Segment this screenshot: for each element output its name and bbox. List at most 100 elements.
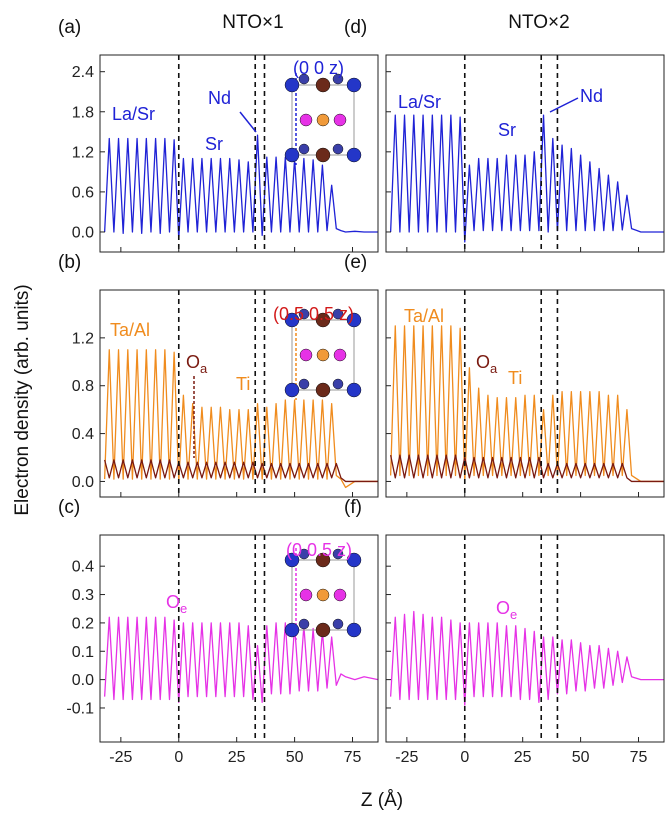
plot-area bbox=[389, 610, 664, 706]
x-tick-label: 75 bbox=[630, 749, 648, 766]
annotations: La/Sr Nd Sr (0 0 z) Ta/Al Oa Ti (0.5 0.5… bbox=[110, 58, 603, 622]
plot-area bbox=[103, 616, 378, 703]
x-tick-label: 0 bbox=[460, 749, 469, 766]
atom bbox=[315, 312, 331, 328]
panel: (f) -25 0 25 50 75 bbox=[344, 497, 665, 766]
arrow bbox=[239, 111, 257, 133]
data-line bbox=[389, 325, 664, 483]
annotation: Nd bbox=[208, 88, 231, 108]
atom bbox=[332, 548, 344, 560]
annotation: La/Sr bbox=[112, 104, 155, 124]
atom bbox=[346, 312, 362, 328]
x-tick-label: 25 bbox=[228, 749, 246, 766]
atom bbox=[298, 308, 310, 320]
annotation: Ti bbox=[236, 374, 250, 394]
y-tick-label: 0.1 bbox=[72, 644, 94, 661]
column-title: NTO×1 bbox=[222, 12, 283, 33]
data-line bbox=[389, 610, 664, 706]
x-tick-label: 75 bbox=[344, 749, 362, 766]
atom bbox=[333, 113, 347, 127]
panel: (d) NTO×2 bbox=[344, 12, 665, 253]
atom bbox=[332, 618, 344, 630]
annotation: Oa bbox=[476, 352, 498, 376]
y-tick-label: 0.4 bbox=[72, 559, 94, 576]
atom bbox=[298, 378, 310, 390]
atom bbox=[316, 588, 330, 602]
atom bbox=[346, 382, 362, 398]
y-axis-title: Electron density (arb. units) bbox=[12, 284, 33, 515]
annotation: Ta/Al bbox=[110, 320, 150, 340]
y-tick-label: -0.1 bbox=[66, 700, 94, 717]
annotation: Oe bbox=[166, 592, 187, 616]
atom bbox=[298, 73, 310, 85]
annotation: Oe bbox=[496, 598, 517, 622]
atom bbox=[346, 552, 362, 568]
annotation-subscript: e bbox=[510, 607, 517, 622]
data-line bbox=[103, 616, 378, 703]
atom bbox=[315, 77, 331, 93]
annotation: Ti bbox=[508, 368, 522, 388]
panel-label: (d) bbox=[344, 17, 367, 38]
atom bbox=[332, 308, 344, 320]
panel: (c) -0.1 0.0 0.1 0.2 0.3 0.4 -25 0 25 50 75 bbox=[58, 497, 379, 766]
annotation-text: O bbox=[186, 352, 200, 372]
panel: (e) bbox=[344, 252, 665, 498]
annotation: (0.5 0.5 z) bbox=[273, 304, 354, 324]
annotation: Sr bbox=[205, 134, 223, 154]
x-tick-label: 0 bbox=[174, 749, 183, 766]
y-tick-label: 1.2 bbox=[72, 330, 94, 347]
y-tick-label: 0.0 bbox=[72, 474, 94, 491]
x-tick-label: 50 bbox=[286, 749, 304, 766]
atom bbox=[346, 77, 362, 93]
panel-label: (f) bbox=[344, 497, 362, 518]
panel-label: (e) bbox=[344, 252, 367, 273]
panels: (a) NTO×1 0.0 0.6 1.2 1.8 2.4 (b) 0.0 0.4 0.8 1.2 (c… bbox=[58, 12, 665, 766]
data-line bbox=[389, 454, 664, 483]
panel: (b) 0.0 0.4 0.8 1.2 bbox=[58, 252, 379, 498]
x-tick-label: 50 bbox=[572, 749, 590, 766]
atom bbox=[346, 622, 362, 638]
atom bbox=[332, 143, 344, 155]
atom bbox=[315, 147, 331, 163]
column-title: NTO×2 bbox=[508, 12, 569, 33]
annotation: (0 0 z) bbox=[293, 58, 344, 78]
atom bbox=[284, 77, 300, 93]
x-tick-label: 25 bbox=[514, 749, 532, 766]
plot-frame bbox=[99, 54, 379, 253]
data-line bbox=[389, 114, 664, 243]
atom bbox=[284, 147, 300, 163]
annotation: Oa bbox=[186, 352, 208, 376]
atom bbox=[298, 618, 310, 630]
atom bbox=[315, 622, 331, 638]
annotation-subscript: a bbox=[200, 361, 208, 376]
arrow bbox=[549, 97, 579, 113]
plot-area bbox=[389, 114, 664, 243]
plot-frame bbox=[385, 54, 665, 253]
y-tick-label: 0.3 bbox=[72, 587, 94, 604]
plot-area bbox=[103, 134, 378, 240]
atom bbox=[315, 552, 331, 568]
plot-area bbox=[103, 349, 378, 489]
annotation-text: O bbox=[166, 592, 180, 612]
atom bbox=[284, 312, 300, 328]
panel-label: (b) bbox=[58, 252, 81, 273]
atom bbox=[346, 147, 362, 163]
y-tick-label: 2.4 bbox=[72, 64, 94, 81]
x-axis-title: Z (Å) bbox=[361, 790, 403, 811]
annotation-text: O bbox=[476, 352, 490, 372]
atom bbox=[284, 552, 300, 568]
annotation-subscript: a bbox=[490, 361, 498, 376]
atom bbox=[298, 548, 310, 560]
annotation: Ta/Al bbox=[404, 306, 444, 326]
atom bbox=[284, 382, 300, 398]
y-tick-label: 1.2 bbox=[72, 144, 94, 161]
y-tick-label: 0.0 bbox=[72, 224, 94, 241]
annotation-text: O bbox=[496, 598, 510, 618]
data-line bbox=[104, 459, 378, 483]
plot-frame bbox=[99, 534, 379, 743]
atom bbox=[333, 348, 347, 362]
annotation: Nd bbox=[580, 86, 603, 106]
annotation-subscript: e bbox=[180, 601, 187, 616]
